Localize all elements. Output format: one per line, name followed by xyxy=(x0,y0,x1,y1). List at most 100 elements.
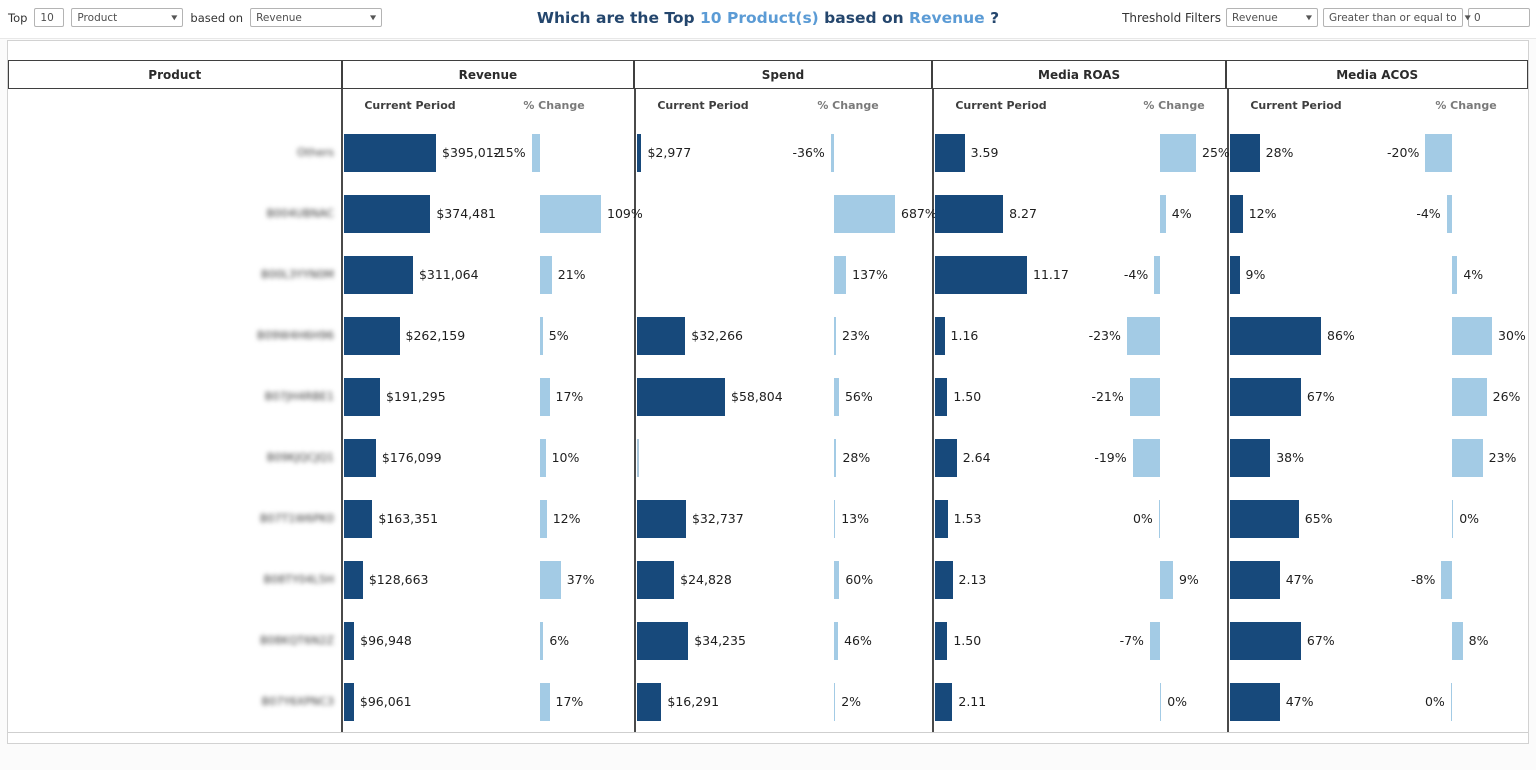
revenue-pct-change-bar[interactable] xyxy=(540,621,544,660)
media-acos-bar[interactable] xyxy=(1230,134,1260,173)
spend-pct-change-bar[interactable] xyxy=(834,621,839,660)
threshold-operator-value: Greater than or equal to xyxy=(1329,11,1457,24)
spend-pct-change-bar[interactable] xyxy=(834,195,895,234)
media-roas-pct-change-bar[interactable] xyxy=(1129,378,1160,417)
media-acos-pct-change-bar[interactable] xyxy=(1441,560,1452,599)
media-roas-bar[interactable] xyxy=(935,378,948,417)
product-label[interactable]: B07T1W6PK0 xyxy=(260,511,334,525)
media-roas-pct-change-bar[interactable] xyxy=(1160,560,1173,599)
revenue-bar[interactable] xyxy=(344,560,363,599)
media-acos-bar[interactable] xyxy=(1230,499,1299,538)
media-roas-pct-change-label: 4% xyxy=(1171,206,1192,222)
spend-bar[interactable] xyxy=(637,378,725,417)
spend-bar[interactable] xyxy=(637,621,689,660)
threshold-operator-select[interactable]: Greater than or equal to ▼ xyxy=(1323,8,1471,27)
revenue-pct-change-bar[interactable] xyxy=(531,134,540,173)
revenue-bar[interactable] xyxy=(344,438,376,477)
media-roas-pct-change-bar[interactable] xyxy=(1158,499,1160,538)
media-acos-pct-change-bar[interactable] xyxy=(1452,499,1454,538)
spend-pct-change-bar[interactable] xyxy=(834,256,847,295)
media-acos-pct-change-bar[interactable] xyxy=(1452,378,1487,417)
media-acos-pct-change-bar[interactable] xyxy=(1452,621,1463,660)
media-acos-pct-change-bar[interactable] xyxy=(1446,195,1452,234)
revenue-pct-change-bar[interactable] xyxy=(540,317,543,356)
spend-bar[interactable] xyxy=(637,499,686,538)
media-acos-bar[interactable] xyxy=(1230,256,1240,295)
spend-pct-change-bar[interactable] xyxy=(834,378,839,417)
revenue-pct-change-bar[interactable] xyxy=(540,499,547,538)
spend-bar[interactable] xyxy=(637,560,675,599)
media-acos-pct-change-bar[interactable] xyxy=(1450,682,1452,721)
media-acos-pct-change-bar[interactable] xyxy=(1452,438,1483,477)
product-label[interactable]: B004UBNAC xyxy=(266,207,334,221)
revenue-bar[interactable] xyxy=(344,378,381,417)
dimension-select[interactable]: Product ▼ xyxy=(71,8,184,27)
spend-pct-change-bar[interactable] xyxy=(834,560,840,599)
media-acos-bar[interactable] xyxy=(1230,621,1301,660)
measure-select[interactable]: Revenue ▼ xyxy=(250,8,383,27)
spend-pct-change-bar[interactable] xyxy=(830,134,834,173)
product-label[interactable]: B00L3YYN0M xyxy=(261,268,334,282)
media-roas-pct-change-bar[interactable] xyxy=(1160,134,1196,173)
spend-bar[interactable] xyxy=(637,317,686,356)
media-roas-bar[interactable] xyxy=(935,621,948,660)
product-label[interactable]: B08TY04L5H xyxy=(263,572,334,586)
revenue-bar[interactable] xyxy=(344,499,373,538)
spend-pct-change-bar[interactable] xyxy=(834,682,836,721)
spend-pct-change-bar[interactable] xyxy=(834,438,837,477)
spend-bar[interactable] xyxy=(637,438,640,477)
spend-pct-change-label: 23% xyxy=(842,328,870,344)
revenue-pct-change-bar[interactable] xyxy=(540,378,550,417)
media-roas-pct-change-bar[interactable] xyxy=(1149,621,1160,660)
product-label[interactable]: B07Y6XPNC3 xyxy=(261,694,334,708)
revenue-bar[interactable] xyxy=(344,134,436,173)
media-roas-bar[interactable] xyxy=(935,317,945,356)
revenue-bar[interactable] xyxy=(344,256,413,295)
product-label[interactable]: Others xyxy=(297,146,334,160)
media-acos-bar[interactable] xyxy=(1230,317,1321,356)
media-roas-pct-change-bar[interactable] xyxy=(1160,682,1162,721)
product-label[interactable]: B09KJQCJQ1 xyxy=(266,450,334,464)
media-roas-pct-change-bar[interactable] xyxy=(1154,256,1160,295)
media-acos-pct-change-bar[interactable] xyxy=(1452,317,1492,356)
media-roas-pct-change-bar[interactable] xyxy=(1132,438,1160,477)
spend-bar[interactable] xyxy=(637,682,662,721)
title-accent-text: Revenue xyxy=(909,9,985,27)
revenue-pct-change-bar[interactable] xyxy=(540,438,546,477)
revenue-pct-change-bar[interactable] xyxy=(540,682,550,721)
media-acos-bar[interactable] xyxy=(1230,378,1301,417)
revenue-pct-change-bar[interactable] xyxy=(540,560,561,599)
revenue-bar[interactable] xyxy=(344,621,355,660)
media-roas-bar[interactable] xyxy=(935,499,948,538)
threshold-value-input[interactable] xyxy=(1468,8,1530,27)
revenue-pct-change-bar[interactable] xyxy=(540,195,601,234)
media-roas-bar[interactable] xyxy=(935,195,1004,234)
top-n-input[interactable] xyxy=(34,8,65,27)
media-acos-pct-change-bar[interactable] xyxy=(1452,256,1458,295)
media-roas-pct-change-bar[interactable] xyxy=(1160,195,1166,234)
media-roas-bar[interactable] xyxy=(935,438,957,477)
product-label[interactable]: B07JH4RBE1 xyxy=(264,390,334,404)
revenue-bar[interactable] xyxy=(344,195,431,234)
media-roas-bar[interactable] xyxy=(935,134,965,173)
spend-bar[interactable] xyxy=(637,134,642,173)
media-acos-pct-change-bar[interactable] xyxy=(1425,134,1452,173)
media-acos-bar[interactable] xyxy=(1230,560,1280,599)
media-roas-bar[interactable] xyxy=(935,682,953,721)
column-header-spend: Spend xyxy=(635,61,933,88)
media-roas-bar[interactable] xyxy=(935,256,1027,295)
media-acos-bar[interactable] xyxy=(1230,682,1280,721)
revenue-bar[interactable] xyxy=(344,682,354,721)
media-roas-pct-change-bar[interactable] xyxy=(1126,317,1160,356)
spend-pct-change-bar[interactable] xyxy=(834,317,837,356)
product-label[interactable]: B08KQT6N2Z xyxy=(260,633,334,647)
revenue-bar[interactable] xyxy=(344,317,400,356)
media-roas-pct-change-label: 9% xyxy=(1178,571,1199,587)
media-roas-bar[interactable] xyxy=(935,560,953,599)
product-label[interactable]: B09W4H6H96 xyxy=(257,329,334,343)
revenue-pct-change-bar[interactable] xyxy=(540,256,552,295)
media-acos-bar[interactable] xyxy=(1230,195,1243,234)
spend-pct-change-bar[interactable] xyxy=(834,499,836,538)
media-acos-bar[interactable] xyxy=(1230,438,1271,477)
threshold-field-select[interactable]: Revenue ▼ xyxy=(1226,8,1318,27)
